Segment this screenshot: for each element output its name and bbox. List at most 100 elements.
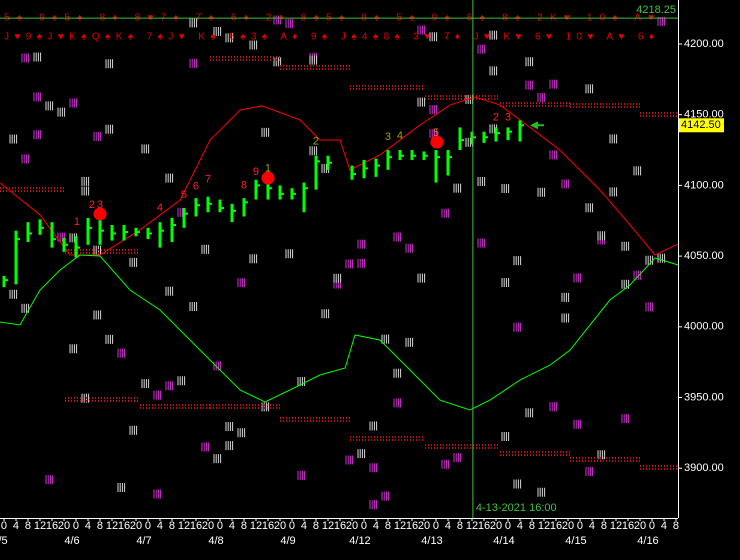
x-tick-label: 4 xyxy=(301,520,307,532)
count-label: 1 xyxy=(265,162,271,174)
x-tick-label: 12 xyxy=(610,520,622,532)
x-tick-label: 20 xyxy=(490,520,502,532)
count-label: 4 xyxy=(157,202,163,214)
x-tick-label: 16 xyxy=(334,520,346,532)
x-tick-label: 8 xyxy=(97,520,103,532)
x-tick-label: 20 xyxy=(58,520,70,532)
x-tick-label: 16 xyxy=(622,520,634,532)
x-tick-label: 8 xyxy=(313,520,319,532)
y-tick-label: 4100.00 xyxy=(684,179,724,191)
count-label: 3 xyxy=(385,131,391,143)
x-tick-label: 12 xyxy=(538,520,550,532)
date-label: 4/8 xyxy=(208,535,223,547)
x-tick-label: 16 xyxy=(478,520,490,532)
count-label: 5 xyxy=(433,127,439,139)
x-tick-label: 12 xyxy=(250,520,262,532)
x-tick-label: 16 xyxy=(550,520,562,532)
count-label: 9 xyxy=(253,166,259,178)
x-tick-label: 0 xyxy=(361,520,367,532)
y-tick-label: 4200.00 xyxy=(684,38,724,50)
x-tick-label: 0 xyxy=(433,520,439,532)
x-tick-label: 0 xyxy=(73,520,79,532)
count-label: 3 xyxy=(505,111,511,123)
x-tick-label: 20 xyxy=(634,520,646,532)
date-label: 4/9 xyxy=(280,535,295,547)
y-tick-label: 4000.00 xyxy=(684,321,724,333)
x-tick-label: 12 xyxy=(394,520,406,532)
x-tick-label: 0 xyxy=(217,520,223,532)
x-tick-label: 4 xyxy=(661,520,667,532)
x-tick-label: 4 xyxy=(445,520,451,532)
x-tick-label: 4 xyxy=(13,520,19,532)
date-label: 4/15 xyxy=(565,535,586,547)
x-tick-label: 12 xyxy=(34,520,46,532)
x-tick-label: 20 xyxy=(202,520,214,532)
last-price-box xyxy=(679,118,724,133)
lower-band xyxy=(0,254,679,411)
x-tick-label: 8 xyxy=(241,520,247,532)
x-tick-label: 12 xyxy=(466,520,478,532)
x-tick-label: 16 xyxy=(46,520,58,532)
x-tick-label: 4 xyxy=(157,520,163,532)
x-tick-label: 8 xyxy=(385,520,391,532)
x-tick-label: 8 xyxy=(457,520,463,532)
count-label: 7 xyxy=(205,174,211,186)
x-tick-label: 20 xyxy=(346,520,358,532)
count-label: 4 xyxy=(397,130,403,142)
x-tick-label: 0 xyxy=(1,520,7,532)
x-tick-label: 20 xyxy=(562,520,574,532)
crosshair-y-label: 4218.25 xyxy=(636,4,676,16)
signal-dot xyxy=(261,171,275,185)
x-tick-label: 8 xyxy=(601,520,607,532)
count-label: 2 xyxy=(313,135,319,147)
x-tick-label: 8 xyxy=(529,520,535,532)
decoration xyxy=(0,15,678,510)
x-tick-label: 8 xyxy=(25,520,31,532)
x-tick-label: 4 xyxy=(85,520,91,532)
x-tick-label: 20 xyxy=(274,520,286,532)
x-tick-label: 8 xyxy=(673,520,679,532)
x-tick-label: 0 xyxy=(289,520,295,532)
last-price-label: 4142.50 xyxy=(681,119,721,131)
count-label: 5 xyxy=(181,189,187,201)
x-tick-label: 16 xyxy=(262,520,274,532)
x-tick-label: 0 xyxy=(649,520,655,532)
x-tick-label: 4 xyxy=(373,520,379,532)
signal-dot xyxy=(93,207,107,221)
date-label: 4/7 xyxy=(136,535,151,547)
date-label: 4/5 xyxy=(0,535,8,547)
x-tick-label: 20 xyxy=(130,520,142,532)
count-label: 1 xyxy=(74,216,80,228)
x-tick-label: 0 xyxy=(145,520,151,532)
y-tick-label: 3950.00 xyxy=(684,391,724,403)
x-tick-label: 16 xyxy=(118,520,130,532)
x-tick-label: 0 xyxy=(577,520,583,532)
crosshair-x-label: 4-13-2021 16:00 xyxy=(476,502,557,514)
count-label: 2 xyxy=(89,199,95,211)
x-tick-label: 4 xyxy=(589,520,595,532)
count-label: 2 xyxy=(493,111,499,123)
count-label: 6 xyxy=(193,181,199,193)
x-tick-label: 12 xyxy=(322,520,334,532)
y-tick-label: 3900.00 xyxy=(684,462,724,474)
x-tick-label: 12 xyxy=(178,520,190,532)
count-label: 3 xyxy=(97,199,103,211)
x-tick-label: 16 xyxy=(406,520,418,532)
x-tick-label: 16 xyxy=(190,520,202,532)
x-tick-label: 4 xyxy=(517,520,523,532)
y-tick-label: 4150.00 xyxy=(684,109,724,121)
date-label: 4/16 xyxy=(637,535,658,547)
upper-band xyxy=(0,96,679,256)
date-label: 4/13 xyxy=(421,535,442,547)
date-label: 4/6 xyxy=(64,535,79,547)
signal-dot xyxy=(430,135,444,149)
x-tick-label: 0 xyxy=(505,520,511,532)
x-tick-label: 8 xyxy=(169,520,175,532)
date-label: 4/14 xyxy=(493,535,514,547)
count-label: 8 xyxy=(241,179,247,191)
x-tick-label: 20 xyxy=(418,520,430,532)
y-tick-label: 4050.00 xyxy=(684,250,724,262)
x-tick-label: 12 xyxy=(106,520,118,532)
